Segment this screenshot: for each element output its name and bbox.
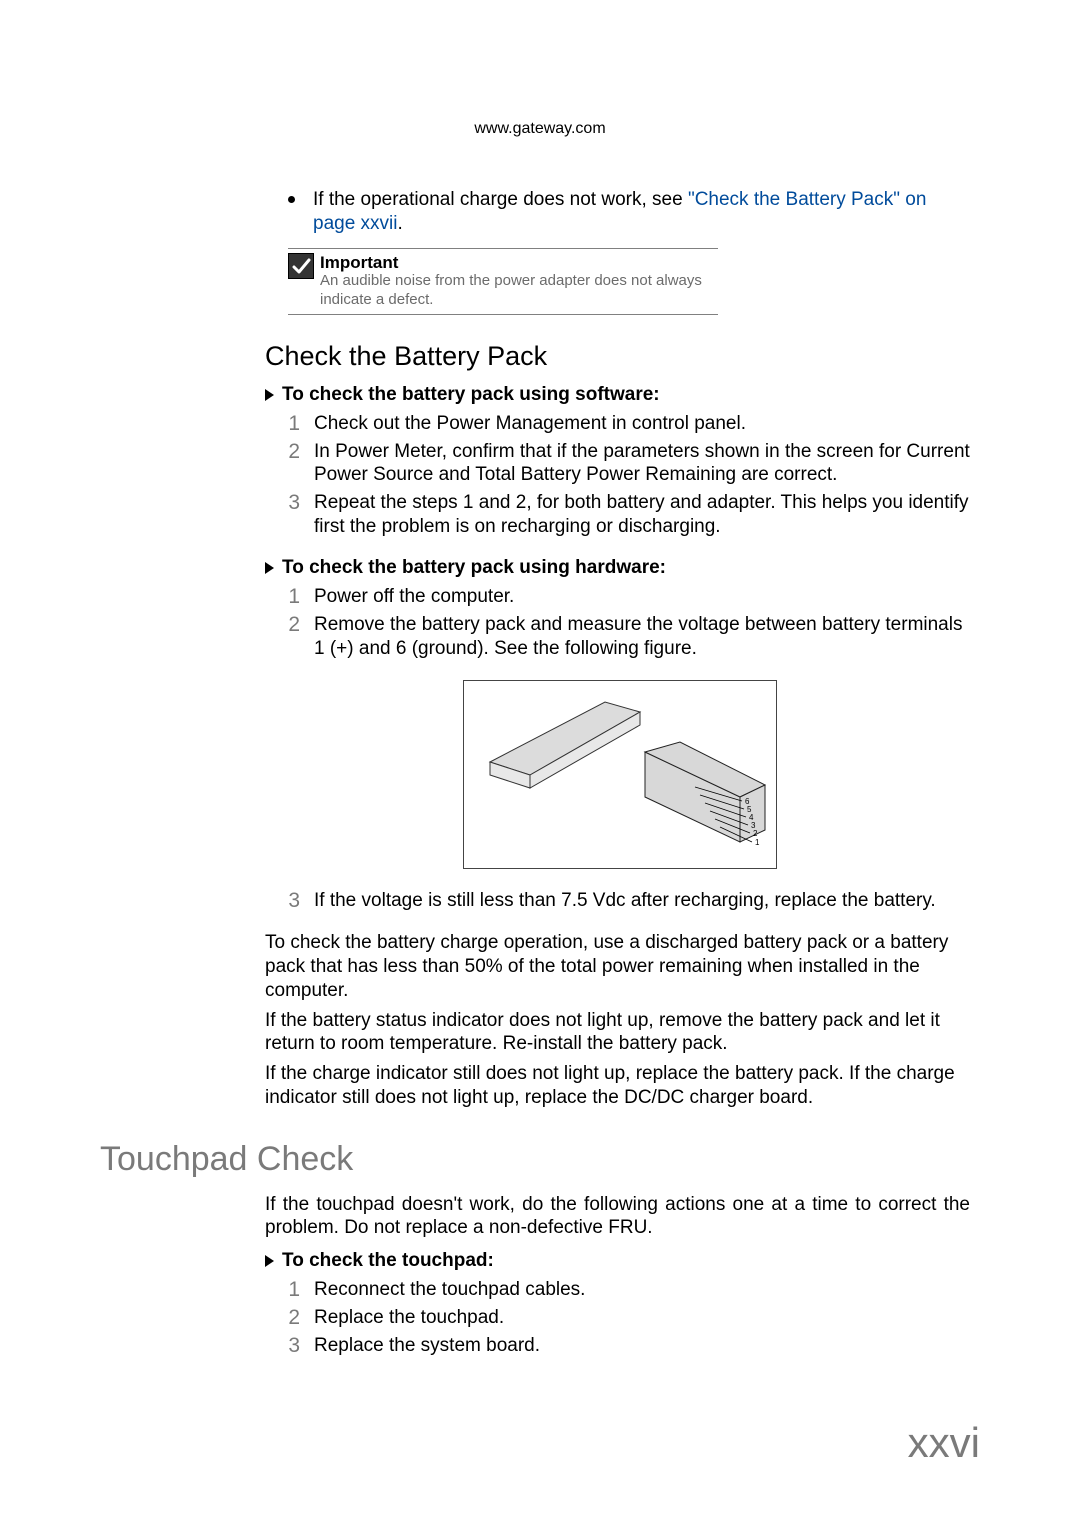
step-item: 2 Replace the touchpad. [270, 1306, 970, 1330]
step-text: Check out the Power Management in contro… [314, 412, 970, 436]
body-paragraph: If the touchpad doesn't work, do the fol… [265, 1193, 970, 1241]
procedure-heading: To check the battery pack using software… [265, 384, 970, 406]
body-paragraph: If the charge indicator still does not l… [265, 1062, 970, 1110]
step-item: 2 In Power Meter, confirm that if the pa… [270, 440, 970, 488]
svg-text:4: 4 [749, 813, 754, 822]
procedure-heading: To check the touchpad: [265, 1250, 970, 1272]
main-content: If the operational charge does not work,… [270, 188, 970, 1359]
bullet-icon [288, 196, 295, 203]
triangle-icon [265, 1255, 274, 1267]
svg-text:3: 3 [751, 821, 756, 830]
procedure-title: To check the touchpad: [282, 1250, 494, 1272]
section-heading-touchpad: Touchpad Check [100, 1140, 970, 1179]
svg-text:1: 1 [755, 838, 760, 847]
bullet-prefix: If the operational charge does not work,… [313, 189, 688, 210]
step-item: 1 Reconnect the touchpad cables. [270, 1278, 970, 1302]
step-number: 3 [270, 889, 300, 913]
figure-frame: 1 2 3 4 5 6 [463, 680, 777, 869]
step-number: 3 [270, 1334, 300, 1358]
important-note: Important An audible noise from the powe… [288, 248, 718, 315]
step-number: 1 [270, 1278, 300, 1302]
battery-diagram-svg: 1 2 3 4 5 6 [470, 687, 770, 857]
step-item: 2 Remove the battery pack and measure th… [270, 613, 970, 661]
step-text: Reconnect the touchpad cables. [314, 1278, 970, 1302]
body-paragraph: If the battery status indicator does not… [265, 1009, 970, 1057]
step-item: 3 If the voltage is still less than 7.5 … [270, 889, 970, 913]
step-text: Replace the touchpad. [314, 1306, 970, 1330]
svg-text:6: 6 [745, 797, 750, 806]
triangle-icon [265, 562, 274, 574]
step-number: 1 [270, 585, 300, 609]
step-text: Remove the battery pack and measure the … [314, 613, 970, 661]
step-number: 1 [270, 412, 300, 436]
step-number: 2 [270, 1306, 300, 1330]
step-item: 1 Check out the Power Management in cont… [270, 412, 970, 436]
step-text: Power off the computer. [314, 585, 970, 609]
check-icon [288, 253, 314, 279]
bullet-item: If the operational charge does not work,… [270, 188, 970, 236]
bullet-suffix: . [398, 213, 403, 234]
step-item: 1 Power off the computer. [270, 585, 970, 609]
step-item: 3 Replace the system board. [270, 1334, 970, 1358]
svg-text:2: 2 [753, 829, 758, 838]
step-text: Repeat the steps 1 and 2, for both batte… [314, 491, 970, 539]
page-number: xxvi [908, 1419, 980, 1467]
body-paragraph: To check the battery charge operation, u… [265, 931, 970, 1002]
step-text: Replace the system board. [314, 1334, 970, 1358]
svg-text:5: 5 [747, 805, 752, 814]
step-number: 2 [270, 440, 300, 464]
procedure-title: To check the battery pack using software… [282, 384, 660, 406]
step-number: 2 [270, 613, 300, 637]
battery-figure: 1 2 3 4 5 6 [270, 680, 970, 869]
procedure-heading: To check the battery pack using hardware… [265, 557, 970, 579]
step-item: 3 Repeat the steps 1 and 2, for both bat… [270, 491, 970, 539]
step-text: In Power Meter, confirm that if the para… [314, 440, 970, 488]
important-text: An audible noise from the power adapter … [320, 271, 718, 310]
step-number: 3 [270, 491, 300, 515]
step-text: If the voltage is still less than 7.5 Vd… [314, 889, 970, 913]
procedure-title: To check the battery pack using hardware… [282, 557, 666, 579]
triangle-icon [265, 389, 274, 401]
important-label: Important [320, 253, 398, 272]
bullet-text: If the operational charge does not work,… [313, 188, 970, 236]
section-heading-battery: Check the Battery Pack [265, 341, 970, 372]
header-url: www.gateway.com [100, 120, 980, 138]
document-page: www.gateway.com If the operational charg… [0, 0, 1080, 1527]
important-header: Important An audible noise from the powe… [288, 253, 718, 310]
